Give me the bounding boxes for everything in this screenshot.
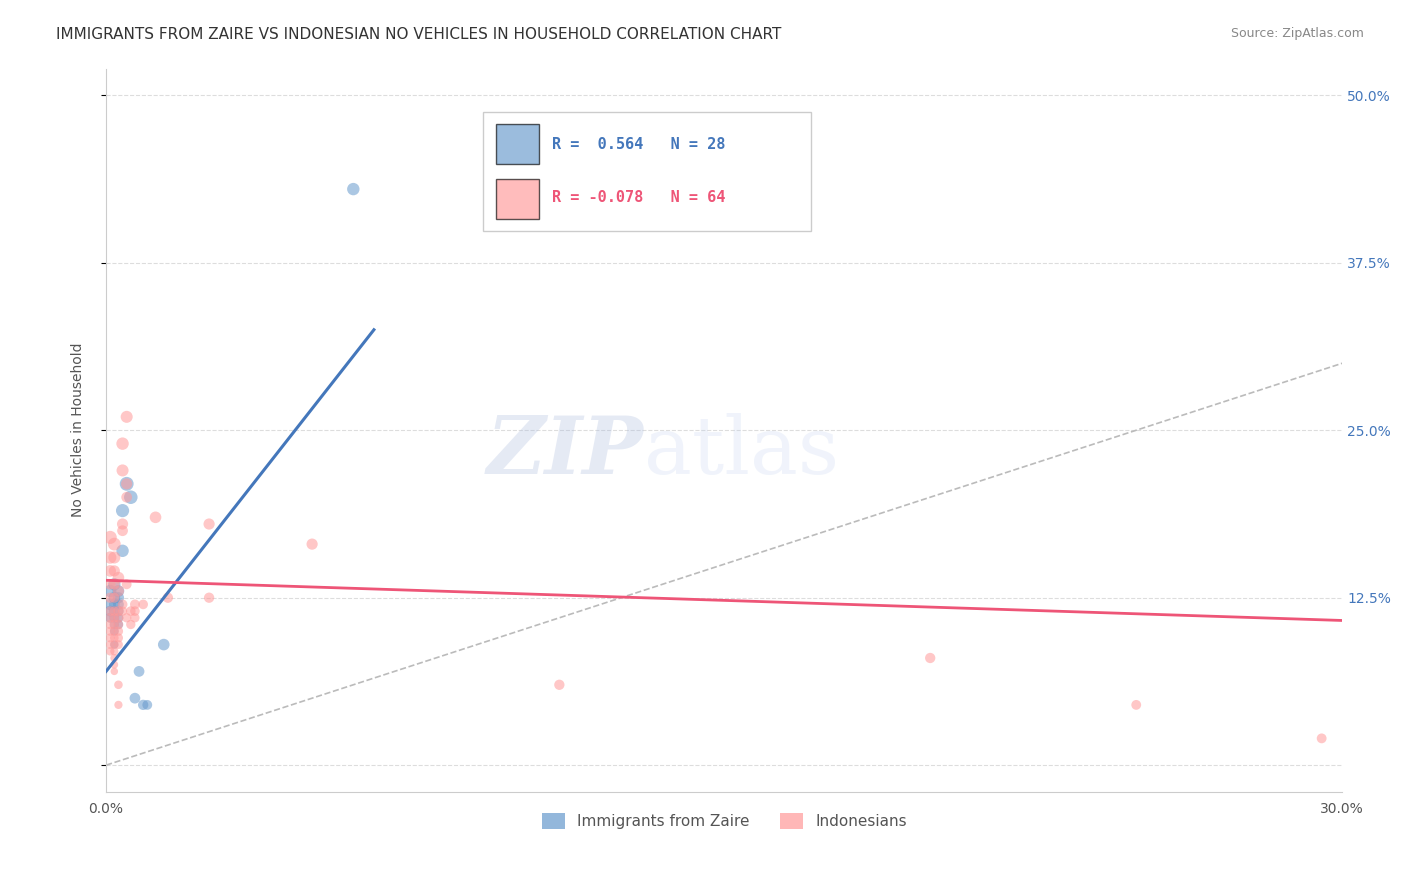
Point — [103, 651, 125, 665]
Point — [103, 611, 125, 625]
Point — [103, 577, 125, 591]
Point — [103, 591, 125, 605]
Text: IMMIGRANTS FROM ZAIRE VS INDONESIAN NO VEHICLES IN HOUSEHOLD CORRELATION CHART: IMMIGRANTS FROM ZAIRE VS INDONESIAN NO V… — [56, 27, 782, 42]
Text: ZIP: ZIP — [486, 413, 644, 491]
Point — [1310, 731, 1333, 746]
Point — [107, 638, 129, 652]
Point — [124, 604, 146, 618]
Point — [103, 577, 125, 591]
Point — [136, 698, 159, 712]
Point — [120, 617, 142, 632]
Point — [111, 503, 134, 517]
Point — [107, 604, 129, 618]
Point — [111, 598, 134, 612]
Point — [111, 463, 134, 477]
Point — [103, 550, 125, 565]
Point — [152, 638, 174, 652]
Point — [111, 544, 134, 558]
Point — [920, 651, 942, 665]
Point — [115, 476, 138, 491]
Point — [132, 598, 155, 612]
Point — [103, 537, 125, 551]
Point — [103, 624, 125, 639]
Point — [103, 604, 125, 618]
Point — [103, 631, 125, 645]
Y-axis label: No Vehicles in Household: No Vehicles in Household — [72, 343, 86, 517]
Point — [98, 624, 121, 639]
Point — [98, 564, 121, 578]
Point — [103, 638, 125, 652]
Point — [1125, 698, 1147, 712]
Point — [107, 584, 129, 599]
Point — [103, 657, 125, 672]
Point — [107, 571, 129, 585]
Point — [107, 617, 129, 632]
Point — [115, 409, 138, 424]
Point — [103, 598, 125, 612]
Point — [98, 591, 121, 605]
Point — [103, 617, 125, 632]
Point — [107, 631, 129, 645]
Point — [115, 490, 138, 504]
Point — [124, 598, 146, 612]
Point — [111, 604, 134, 618]
Point — [98, 631, 121, 645]
Point — [98, 584, 121, 599]
Point — [98, 611, 121, 625]
Point — [198, 591, 221, 605]
Point — [98, 638, 121, 652]
Point — [98, 604, 121, 618]
Point — [103, 611, 125, 625]
Point — [98, 598, 121, 612]
Point — [301, 537, 323, 551]
Point — [115, 611, 138, 625]
Point — [98, 604, 121, 618]
Point — [103, 617, 125, 632]
Point — [98, 644, 121, 658]
Point — [111, 524, 134, 538]
Point — [107, 678, 129, 692]
Point — [120, 604, 142, 618]
Point — [111, 516, 134, 531]
Point — [103, 591, 125, 605]
Point — [107, 611, 129, 625]
Point — [103, 624, 125, 639]
Text: atlas: atlas — [644, 413, 839, 491]
Point — [107, 611, 129, 625]
Point — [98, 550, 121, 565]
Point — [107, 624, 129, 639]
Point — [198, 516, 221, 531]
Point — [548, 678, 571, 692]
Point — [98, 577, 121, 591]
Point — [115, 577, 138, 591]
Point — [115, 476, 138, 491]
Point — [124, 611, 146, 625]
Point — [98, 530, 121, 544]
Point — [107, 698, 129, 712]
Point — [103, 644, 125, 658]
Point — [156, 591, 179, 605]
Point — [98, 617, 121, 632]
Point — [107, 617, 129, 632]
Point — [111, 436, 134, 450]
Point — [103, 604, 125, 618]
Text: Source: ZipAtlas.com: Source: ZipAtlas.com — [1230, 27, 1364, 40]
Point — [107, 591, 129, 605]
Point — [107, 604, 129, 618]
Point — [107, 584, 129, 599]
Point — [132, 698, 155, 712]
Point — [107, 598, 129, 612]
Point — [342, 182, 364, 196]
Point — [128, 665, 150, 679]
Point — [120, 490, 142, 504]
Point — [103, 665, 125, 679]
Point — [103, 638, 125, 652]
Point — [145, 510, 167, 524]
Point — [124, 691, 146, 706]
Legend: Immigrants from Zaire, Indonesians: Immigrants from Zaire, Indonesians — [536, 806, 912, 835]
Point — [103, 564, 125, 578]
Point — [98, 611, 121, 625]
